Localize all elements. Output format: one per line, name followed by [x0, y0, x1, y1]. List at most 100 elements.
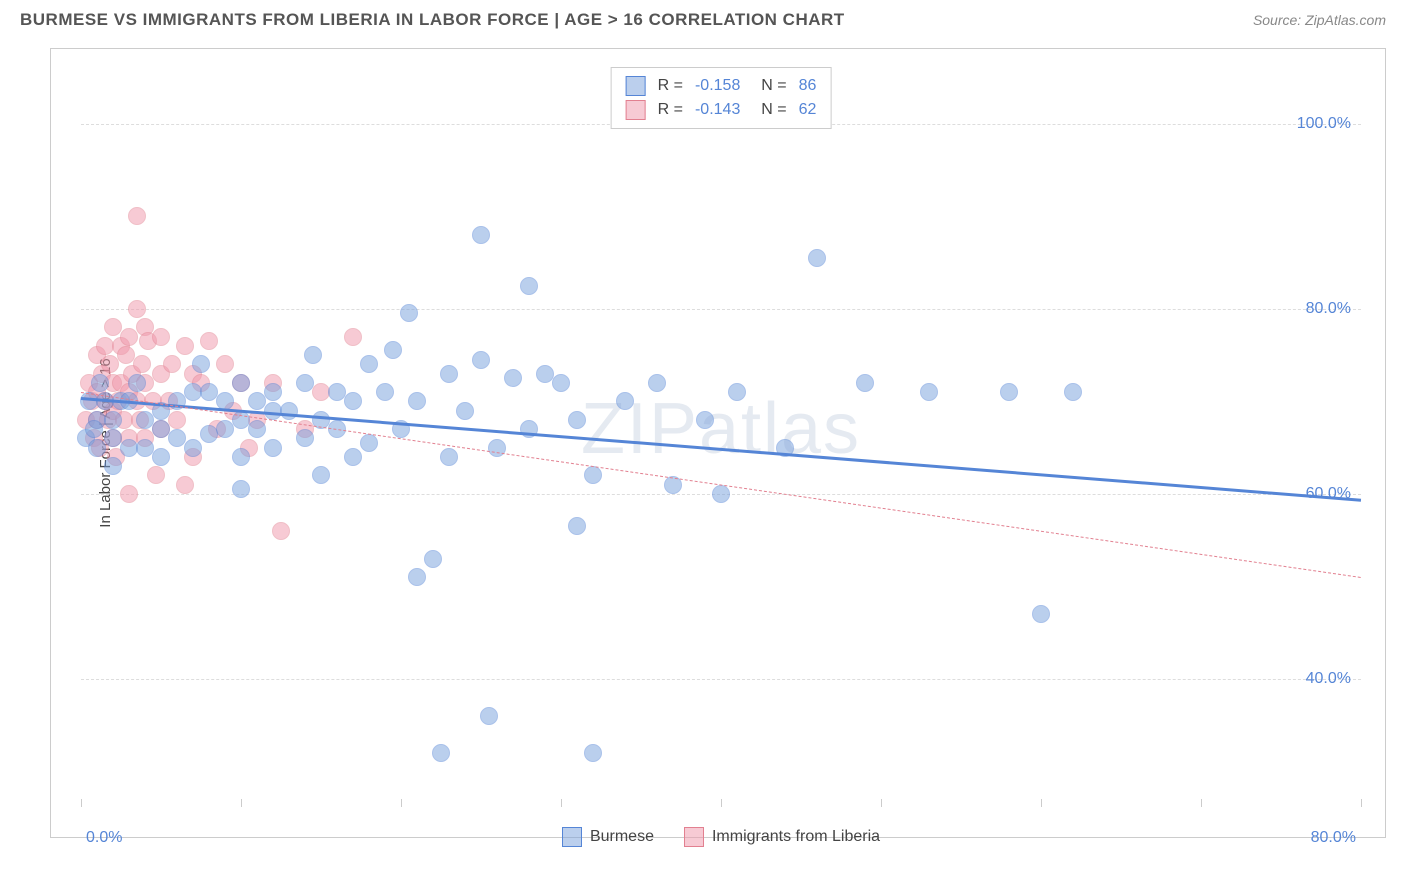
scatter-point [568, 517, 586, 535]
legend-row-liberia: R = -0.143 N = 62 [626, 98, 817, 122]
scatter-point [344, 392, 362, 410]
source-attribution: Source: ZipAtlas.com [1253, 12, 1386, 28]
scatter-point [312, 466, 330, 484]
scatter-point [128, 207, 146, 225]
scatter-point [384, 341, 402, 359]
scatter-point [584, 744, 602, 762]
scatter-point [584, 466, 602, 484]
scatter-point [376, 383, 394, 401]
scatter-point [504, 369, 522, 387]
legend-r-label: R = [658, 101, 683, 119]
scatter-point [520, 277, 538, 295]
gridline-h [81, 309, 1361, 310]
scatter-point [128, 300, 146, 318]
scatter-point [424, 550, 442, 568]
scatter-point [696, 411, 714, 429]
scatter-point [101, 355, 119, 373]
y-tick-label: 40.0% [1306, 670, 1351, 688]
scatter-point [616, 392, 634, 410]
scatter-point [296, 429, 314, 447]
scatter-point [296, 374, 314, 392]
scatter-point [480, 707, 498, 725]
scatter-point [200, 332, 218, 350]
scatter-point [264, 439, 282, 457]
legend-label: Burmese [590, 828, 654, 846]
scatter-point [360, 355, 378, 373]
scatter-point [104, 457, 122, 475]
scatter-point [248, 420, 266, 438]
scatter-point [232, 448, 250, 466]
scatter-point [432, 744, 450, 762]
x-tick [881, 799, 882, 807]
swatch-blue-icon [626, 76, 646, 96]
scatter-point [216, 355, 234, 373]
scatter-point [232, 480, 250, 498]
scatter-point [152, 448, 170, 466]
scatter-point [472, 351, 490, 369]
scatter-point [1064, 383, 1082, 401]
chart-title: BURMESE VS IMMIGRANTS FROM LIBERIA IN LA… [20, 10, 845, 30]
scatter-point [1032, 605, 1050, 623]
scatter-point [456, 402, 474, 420]
scatter-point [152, 328, 170, 346]
x-tick [401, 799, 402, 807]
swatch-pink-icon [684, 827, 704, 847]
scatter-point [360, 434, 378, 452]
scatter-point [104, 411, 122, 429]
chart-container: In Labor Force | Age > 16 R = -0.158 N =… [50, 48, 1386, 838]
legend-n-value: 86 [799, 77, 817, 95]
scatter-point [568, 411, 586, 429]
scatter-point [400, 304, 418, 322]
scatter-point [216, 420, 234, 438]
legend-r-value: -0.158 [695, 77, 740, 95]
scatter-point [120, 328, 138, 346]
x-tick [1361, 799, 1362, 807]
scatter-point [728, 383, 746, 401]
legend-n-label: N = [752, 77, 786, 95]
legend-label: Immigrants from Liberia [712, 828, 880, 846]
scatter-point [408, 568, 426, 586]
swatch-blue-icon [562, 827, 582, 847]
scatter-point [272, 522, 290, 540]
x-tick [721, 799, 722, 807]
scatter-point [440, 365, 458, 383]
x-tick [81, 799, 82, 807]
legend-item-burmese: Burmese [562, 827, 654, 847]
swatch-pink-icon [626, 100, 646, 120]
scatter-point [344, 328, 362, 346]
scatter-point [232, 374, 250, 392]
y-tick-label: 80.0% [1306, 300, 1351, 318]
legend-row-burmese: R = -0.158 N = 86 [626, 74, 817, 98]
scatter-point [1000, 383, 1018, 401]
legend-n-label: N = [752, 101, 786, 119]
scatter-point [712, 485, 730, 503]
scatter-point [176, 476, 194, 494]
legend-r-value: -0.143 [695, 101, 740, 119]
y-tick-label: 100.0% [1297, 115, 1351, 133]
scatter-point [85, 420, 103, 438]
scatter-point [192, 355, 210, 373]
series-legend: Burmese Immigrants from Liberia [81, 827, 1361, 847]
x-tick [241, 799, 242, 807]
scatter-point [408, 392, 426, 410]
x-tick [1041, 799, 1042, 807]
scatter-point [856, 374, 874, 392]
scatter-point [344, 448, 362, 466]
gridline-h [81, 679, 1361, 680]
x-tick [1201, 799, 1202, 807]
scatter-point [91, 374, 109, 392]
legend-r-label: R = [658, 77, 683, 95]
scatter-point [168, 411, 186, 429]
scatter-point [163, 355, 181, 373]
scatter-point [440, 448, 458, 466]
correlation-legend: R = -0.158 N = 86 R = -0.143 N = 62 [611, 67, 832, 129]
scatter-point [176, 337, 194, 355]
scatter-point [648, 374, 666, 392]
scatter-point [88, 439, 106, 457]
scatter-point [808, 249, 826, 267]
x-tick [561, 799, 562, 807]
scatter-point [552, 374, 570, 392]
legend-item-liberia: Immigrants from Liberia [684, 827, 880, 847]
scatter-point [184, 439, 202, 457]
scatter-point [264, 383, 282, 401]
